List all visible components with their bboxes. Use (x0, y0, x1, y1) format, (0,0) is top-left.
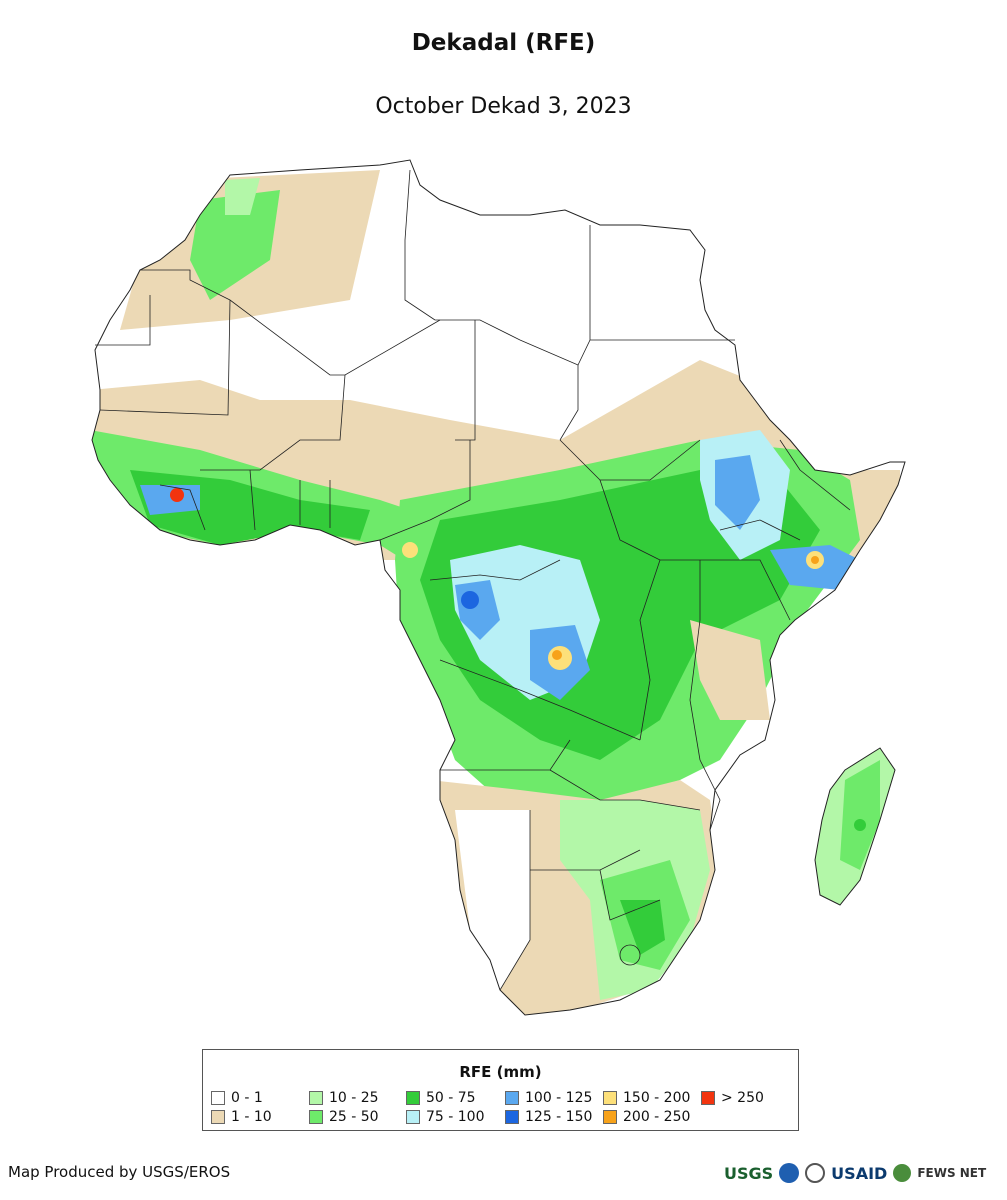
legend-item: 25 - 50 (309, 1109, 379, 1125)
legend-label: 200 - 250 (623, 1109, 691, 1125)
legend-label: 125 - 150 (525, 1109, 593, 1125)
legend-label: 1 - 10 (231, 1109, 272, 1125)
credit-text: Map Produced by USGS/EROS (8, 1163, 231, 1181)
legend-swatch (211, 1091, 225, 1105)
legend-swatch (505, 1091, 519, 1105)
legend-swatch (603, 1110, 617, 1124)
legend-label: 100 - 125 (525, 1090, 593, 1106)
legend-item: 1 - 10 (211, 1109, 272, 1125)
legend-swatch (701, 1091, 715, 1105)
legend-item: 0 - 1 (211, 1090, 263, 1106)
legend-swatch (211, 1110, 225, 1124)
legend-item: 10 - 25 (309, 1090, 379, 1106)
legend-swatch (406, 1091, 420, 1105)
nasa-seal-icon (805, 1163, 826, 1183)
noaa-logo-icon (779, 1163, 800, 1183)
legend-label: 25 - 50 (329, 1109, 379, 1125)
legend-item: 50 - 75 (406, 1090, 476, 1106)
legend-label: 10 - 25 (329, 1090, 379, 1106)
legend-label: > 250 (721, 1090, 764, 1106)
legend-label: 150 - 200 (623, 1090, 691, 1106)
legend-swatch (603, 1091, 617, 1105)
legend: RFE (mm) 0 - 1 1 - 10 10 - 25 25 - 50 50 - 7… (202, 1049, 799, 1131)
legend-item: 200 - 250 (603, 1109, 690, 1125)
legend-label: 75 - 100 (426, 1109, 485, 1125)
map-title: Dekadal (RFE) (411, 30, 596, 56)
legend-swatch (309, 1110, 323, 1124)
fewsnet-logo: FEWS NET (917, 1166, 987, 1180)
map-subtitle: October Dekad 3, 2023 (375, 94, 632, 119)
globe-icon (893, 1164, 912, 1182)
legend-label: 50 - 75 (426, 1090, 476, 1106)
africa-rainfall-map (91, 159, 906, 1016)
legend-title: RFE (mm) (459, 1063, 542, 1081)
legend-item: 150 - 200 (603, 1090, 690, 1106)
legend-swatch (406, 1110, 420, 1124)
legend-item: 100 - 125 (505, 1090, 592, 1106)
legend-item: 125 - 150 (505, 1109, 592, 1125)
legend-swatch (309, 1091, 323, 1105)
legend-swatch (505, 1110, 519, 1124)
legend-label: 0 - 1 (231, 1090, 263, 1106)
agency-logos: USGS USAID FEWS NET (724, 1158, 986, 1188)
usaid-logo: USAID (831, 1163, 888, 1183)
legend-item: 75 - 100 (406, 1109, 485, 1125)
legend-item: > 250 (701, 1090, 764, 1106)
usgs-logo: USGS (724, 1163, 774, 1183)
